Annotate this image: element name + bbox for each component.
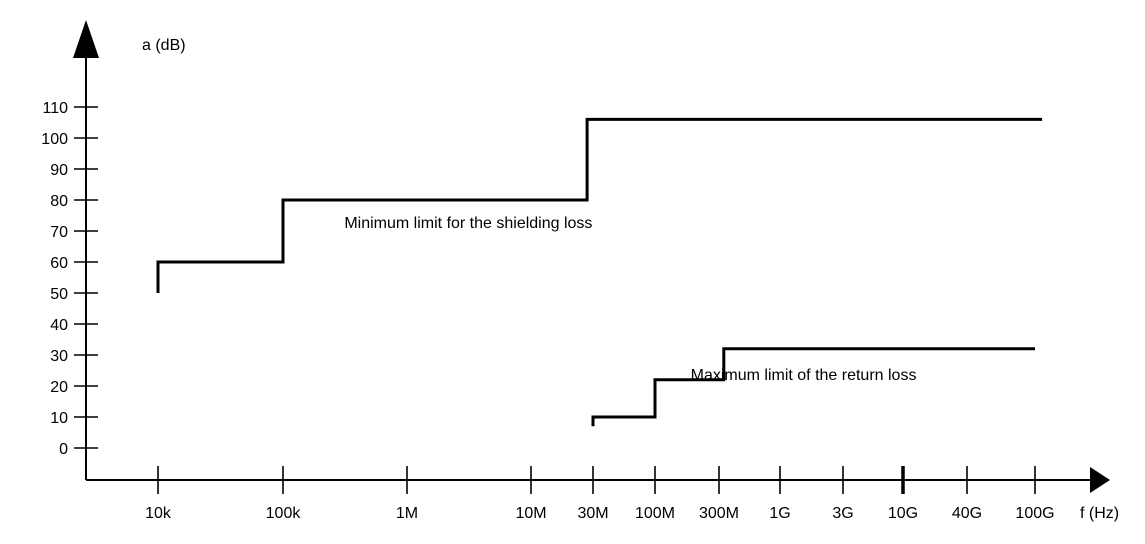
x-tick-label: 1M (396, 505, 418, 522)
y-tick-label: 0 (59, 441, 68, 458)
annotations: Minimum limit for the shielding loss Maxi… (344, 215, 916, 384)
x-tick-label: 300M (699, 505, 739, 522)
y-tick-label: 10 (50, 410, 68, 427)
x-tick-label: 100G (1015, 505, 1054, 522)
y-tick-label: 50 (50, 286, 68, 303)
x-tick-label: 100M (635, 505, 675, 522)
x-tick-label: 10G (888, 505, 918, 522)
y-axis-label: a (dB) (142, 37, 186, 54)
axes: a (dB) f (Hz) (73, 20, 1119, 522)
y-tick-label: 70 (50, 224, 68, 241)
y-tick-label: 20 (50, 379, 68, 396)
x-ticks: 10k 100k 1M 10M 30M 100M 300M 1G 3G 10G 40G 100G (145, 466, 1055, 522)
x-axis-arrow-icon (1090, 467, 1110, 493)
x-tick-label: 100k (266, 505, 302, 522)
x-tick-label: 1G (769, 505, 790, 522)
y-tick-label: 90 (50, 162, 68, 179)
y-tick-label: 40 (50, 317, 68, 334)
annotation-2: Maximum limit of the return loss (691, 367, 917, 384)
y-tick-label: 110 (42, 100, 68, 117)
annotation-1: Minimum limit for the shielding loss (344, 215, 592, 232)
y-tick-label: 80 (50, 193, 68, 210)
series-line-2 (591, 347, 1035, 427)
x-tick-label: 30M (577, 505, 608, 522)
x-axis-label: f (Hz) (1080, 505, 1119, 522)
x-tick-label: 10M (515, 505, 546, 522)
x-tick-label: 3G (832, 505, 853, 522)
y-tick-label: 30 (50, 348, 68, 365)
series-line-1 (156, 117, 1043, 293)
x-tick-label: 40G (952, 505, 982, 522)
y-axis-arrow-icon (73, 20, 99, 58)
y-tick-label: 60 (50, 255, 68, 272)
series-group (156, 117, 1043, 427)
x-tick-label: 10k (145, 505, 172, 522)
y-tick-label: 100 (41, 131, 68, 148)
